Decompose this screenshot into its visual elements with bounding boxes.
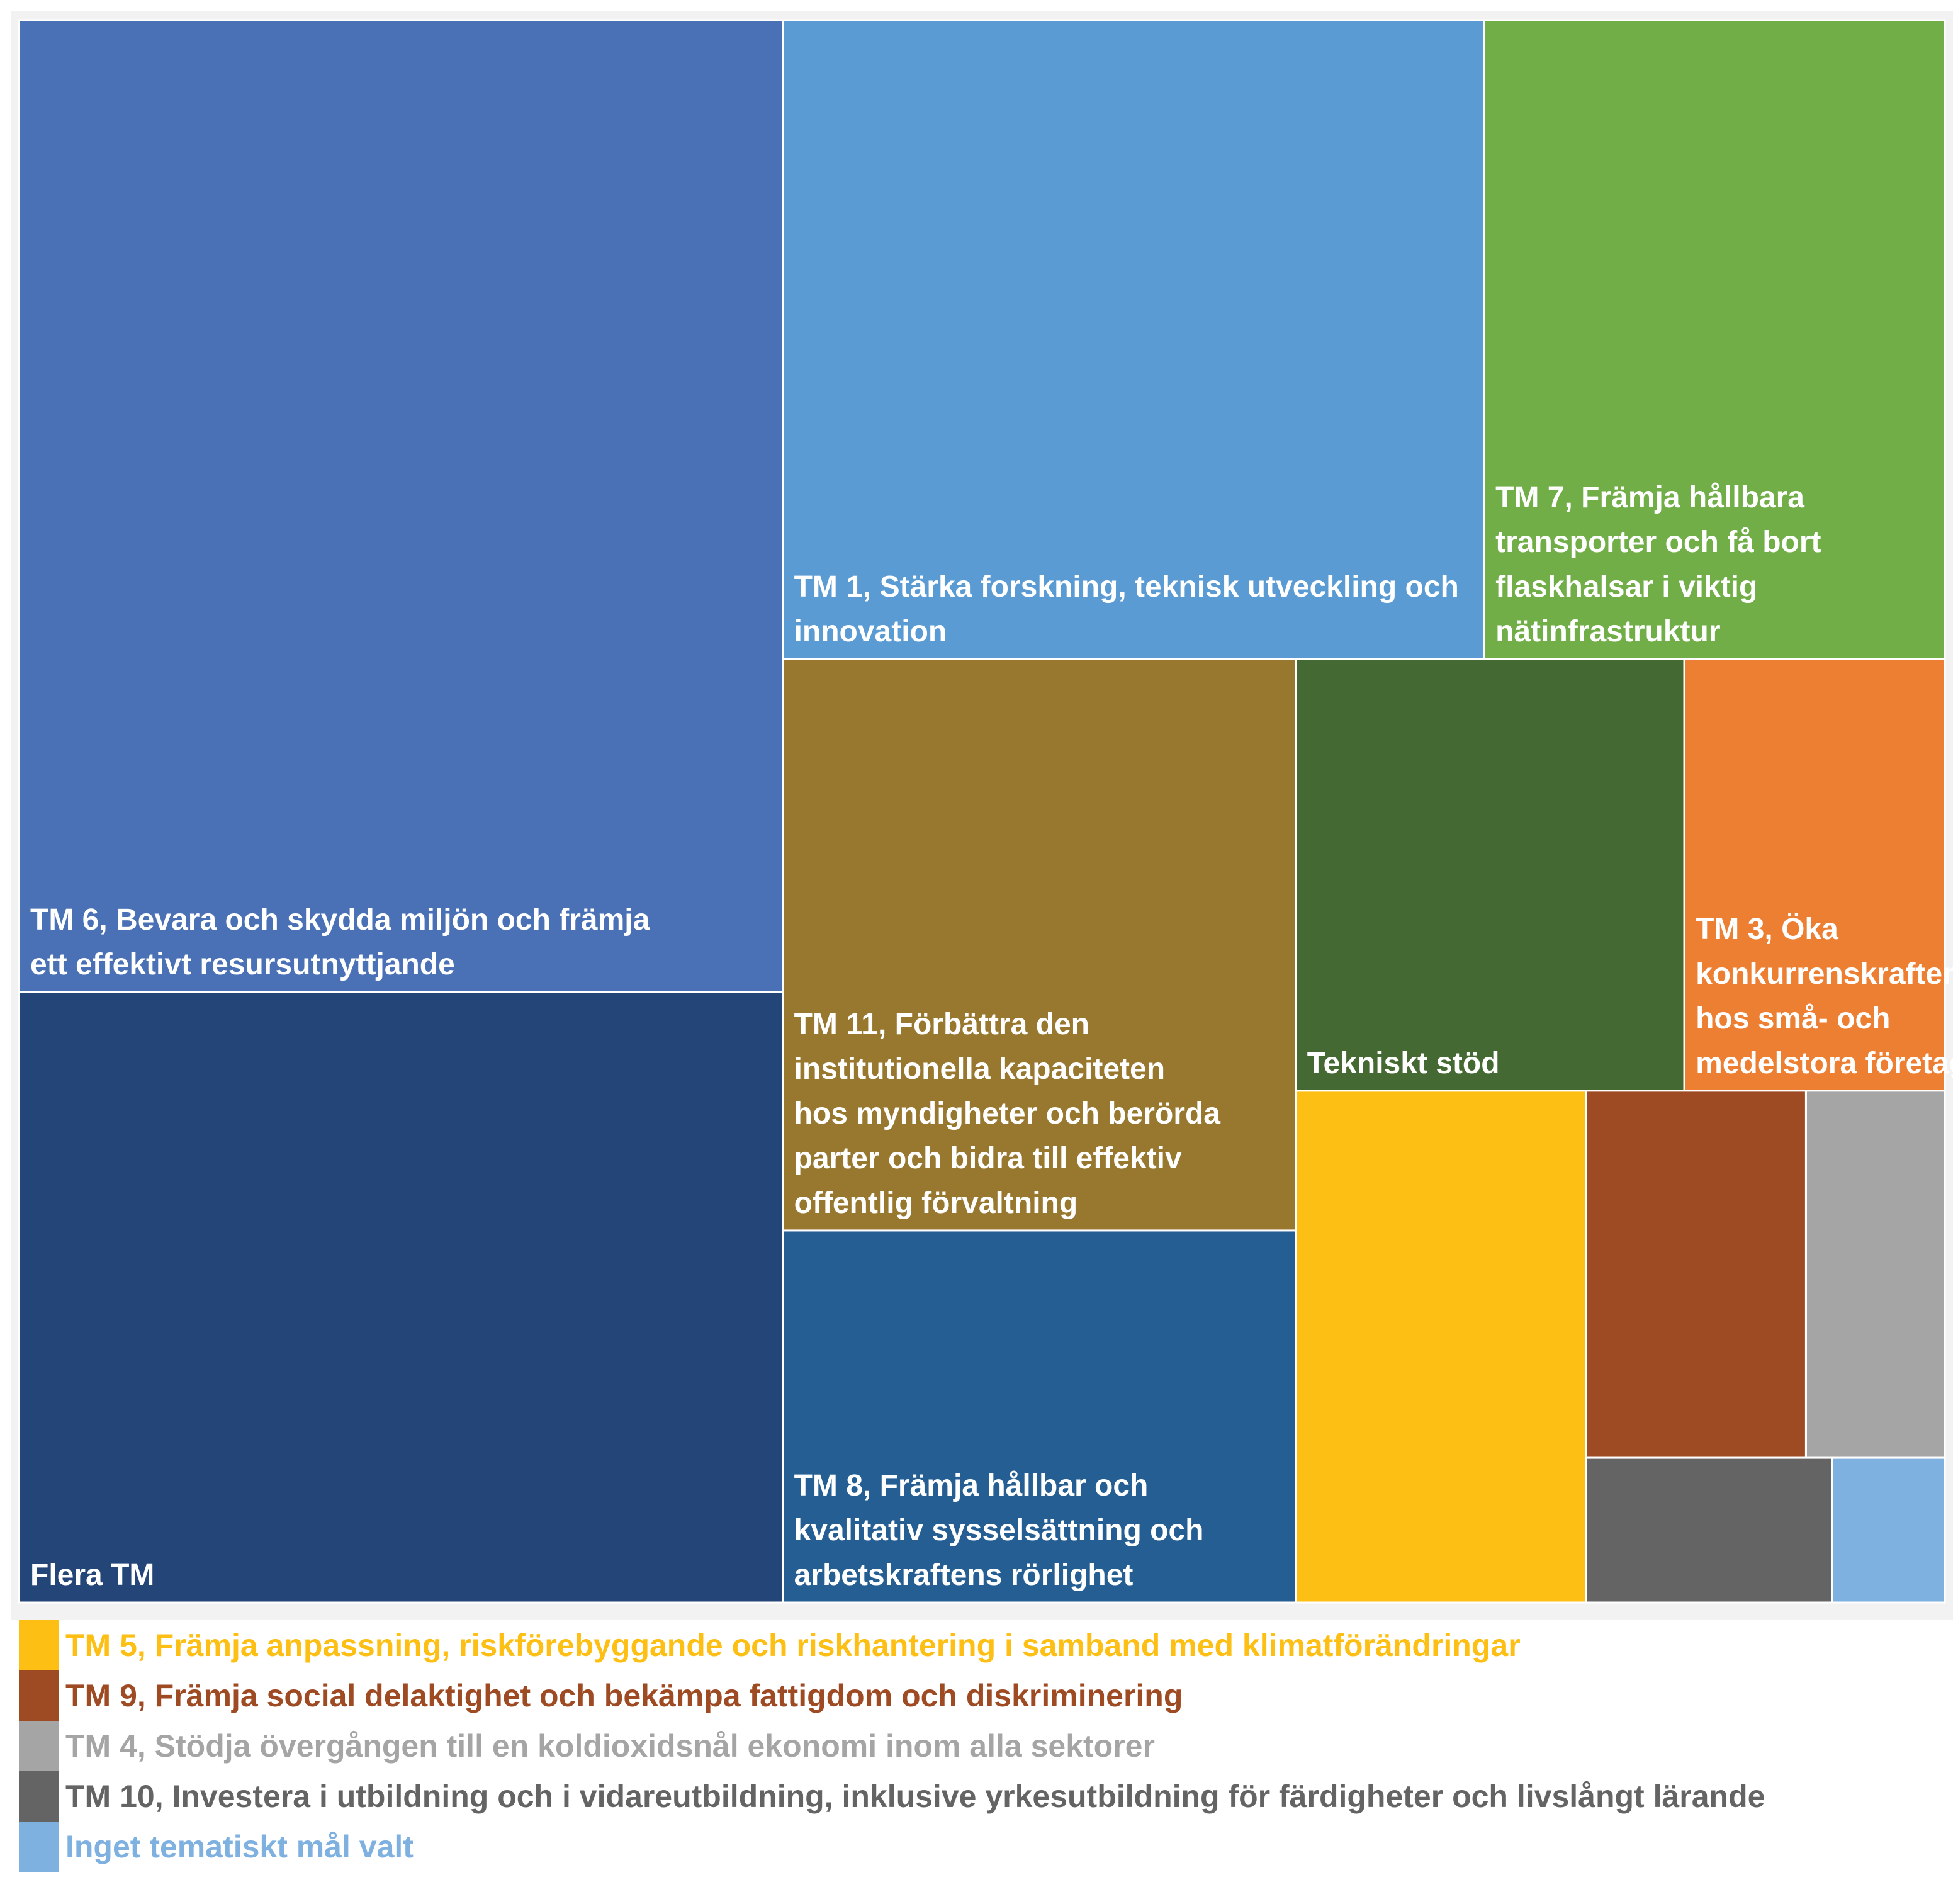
legend-item: TM 9, Främja social delaktighet och bekä… xyxy=(19,1670,1945,1721)
treemap-tile xyxy=(1831,1456,1946,1604)
tile-label-line: ett effektivt resursutnyttjande xyxy=(30,948,455,981)
tile-tm-9-framja-social-delaktighet-och-bekam xyxy=(1585,1090,1807,1459)
tile-label-line: hos små- och xyxy=(1696,1002,1890,1035)
tile-label-line: TM 11, Förbättra den xyxy=(794,1008,1089,1041)
legend-swatch xyxy=(19,1620,59,1670)
tile-tm-3-oka-konkurrenskraften-hos-sma-och-m: TM 3, Öka konkurrenskraften hos små- och me… xyxy=(1683,658,1958,1092)
tile-tm-1-starka-forskning-teknisk-utveckling: TM 1, Stärka forskning, teknisk utveckli… xyxy=(782,19,1485,660)
tile-label-line: hos myndigheter och berörda xyxy=(794,1097,1221,1130)
tile-tm-10-investera-i-utbildning-och-i-vidar xyxy=(1585,1456,1833,1604)
tile-tm-7-framja-hallbara-transporter-och-fa-: TM 7, Främja hållbara transporter och få … xyxy=(1483,19,1946,660)
legend-item: TM 5, Främja anpassning, riskförebyggand… xyxy=(19,1620,1945,1670)
tile-tm-6-bevara-och-skydda-miljon-och-framja: TM 6, Bevara och skydda miljön och främj… xyxy=(18,19,784,993)
legend-label: TM 10, Investera i utbildning och i vida… xyxy=(65,1779,1765,1814)
tile-label-line: medelstora företag xyxy=(1696,1047,1958,1080)
treemap-tile xyxy=(18,19,784,993)
tile-label-line: offentlig förvaltning xyxy=(794,1186,1078,1220)
legend-label: Inget tematiskt mål valt xyxy=(65,1829,414,1864)
treemap-tile xyxy=(1295,1090,1587,1604)
legend-item: TM 10, Investera i utbildning och i vida… xyxy=(19,1771,1945,1822)
treemap-tile xyxy=(782,1229,1297,1604)
legend-item: Inget tematiskt mål valt xyxy=(19,1822,1945,1872)
tile-tm-4-stodja-overgangen-till-en-koldioxid xyxy=(1804,1090,1946,1459)
chart-legend: TM 5, Främja anpassning, riskförebyggand… xyxy=(19,1620,1945,1872)
treemap-tile xyxy=(1295,658,1685,1092)
legend-swatch xyxy=(19,1670,59,1721)
tile-label-line: kvalitativ sysselsättning och xyxy=(794,1514,1204,1547)
legend-label: TM 9, Främja social delaktighet och bekä… xyxy=(65,1678,1183,1713)
tile-flera-tm: Flera TM xyxy=(18,991,784,1604)
tile-label-line: innovation xyxy=(794,615,947,648)
treemap-tile xyxy=(1483,19,1946,660)
tile-tm-5-framja-anpassning-riskforebyggande- xyxy=(1295,1090,1587,1604)
treemap-tile xyxy=(1585,1456,1833,1604)
tile-label-line: transporter och få bort xyxy=(1495,526,1821,559)
tile-label-line: TM 7, Främja hållbara xyxy=(1495,481,1804,514)
treemap-tile xyxy=(18,991,784,1604)
legend-item: TM 4, Stödja övergången till en koldioxi… xyxy=(19,1721,1945,1771)
treemap-tile xyxy=(1683,658,1946,1092)
tile-label-line: TM 6, Bevara och skydda miljön och främj… xyxy=(30,903,650,937)
treemap-tile xyxy=(1804,1090,1946,1459)
treemap-tile xyxy=(1585,1090,1807,1459)
legend-swatch xyxy=(19,1721,59,1771)
tile-tekniskt-stod: Tekniskt stöd xyxy=(1295,658,1685,1092)
tile-tm-8-framja-hallbar-och-kvalitativ-sysse: TM 8, Främja hållbar och kvalitativ sysse… xyxy=(782,1229,1297,1604)
tile-label-line: arbetskraftens rörlighet xyxy=(794,1558,1134,1592)
treemap-tile xyxy=(782,19,1485,660)
legend-label: TM 5, Främja anpassning, riskförebyggand… xyxy=(65,1628,1521,1663)
treemap-chart: TM 6, Bevara och skydda miljön och främj… xyxy=(11,11,1958,1620)
tile-label-line: konkurrenskraften xyxy=(1696,957,1958,991)
tile-label-line: Flera TM xyxy=(30,1558,154,1592)
legend-label: TM 4, Stödja övergången till en koldioxi… xyxy=(65,1728,1155,1764)
legend-swatch xyxy=(19,1771,59,1822)
tile-label-line: TM 8, Främja hållbar och xyxy=(794,1469,1149,1502)
tile-label-line: institutionella kapaciteten xyxy=(794,1052,1165,1086)
tile-tm-11-forbattra-den-institutionella-kapa: TM 11, Förbättra den institutionella kapa… xyxy=(782,658,1297,1232)
tile-label-line: parter och bidra till effektiv xyxy=(794,1142,1182,1175)
tile-label-line: flaskhalsar i viktig xyxy=(1495,570,1757,604)
tile-inget-tematiskt-mal-valt xyxy=(1831,1456,1946,1604)
tile-label-line: TM 1, Stärka forskning, teknisk utveckli… xyxy=(794,570,1459,604)
tile-label-line: nätinfrastruktur xyxy=(1495,615,1720,648)
tile-label-line: Tekniskt stöd xyxy=(1307,1047,1500,1080)
tile-label-line: TM 3, Öka xyxy=(1696,913,1838,946)
treemap-tile xyxy=(782,658,1297,1232)
legend-swatch xyxy=(19,1822,59,1872)
